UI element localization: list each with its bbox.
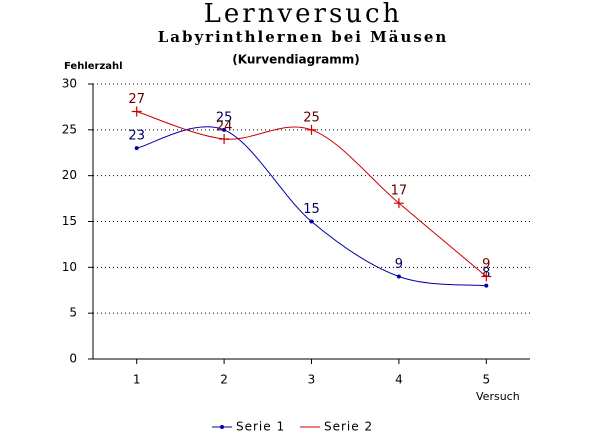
legend-marker bbox=[220, 425, 224, 429]
x-tick-label: 4 bbox=[395, 373, 403, 387]
x-tick-label: 1 bbox=[133, 373, 141, 387]
point bbox=[309, 219, 314, 224]
point bbox=[134, 146, 139, 151]
series-line bbox=[136, 111, 487, 277]
point bbox=[393, 198, 404, 209]
chart-subtitle: Labyrinthlernen bei Mäusen bbox=[158, 28, 449, 46]
point bbox=[484, 283, 489, 288]
y-tick-label: 20 bbox=[62, 168, 77, 182]
y-tick-label: 25 bbox=[62, 122, 77, 136]
data-label: 9 bbox=[482, 257, 490, 272]
x-tick-label: 3 bbox=[308, 373, 316, 387]
data-label: 25 bbox=[303, 110, 320, 125]
y-axis-label: Fehlerzahl bbox=[64, 61, 123, 72]
data-label: 25 bbox=[216, 110, 233, 125]
data-label: 17 bbox=[391, 184, 408, 199]
x-axis-label: Versuch bbox=[476, 390, 520, 403]
point bbox=[306, 124, 317, 135]
legend-label: Serie 2 bbox=[324, 420, 373, 434]
data-label: 9 bbox=[395, 257, 403, 272]
y-tick-label: 15 bbox=[62, 214, 77, 228]
point bbox=[396, 274, 401, 279]
legend-label: Serie 1 bbox=[236, 420, 285, 434]
y-tick-label: 5 bbox=[69, 306, 77, 320]
data-label: 15 bbox=[303, 202, 320, 217]
annotation: (Kurvendiagramm) bbox=[232, 53, 359, 67]
point bbox=[131, 106, 142, 117]
y-tick-label: 0 bbox=[69, 352, 77, 366]
y-tick-label: 30 bbox=[62, 77, 77, 91]
y-tick-label: 10 bbox=[62, 260, 77, 274]
data-label: 27 bbox=[128, 92, 145, 107]
point bbox=[219, 134, 230, 144]
x-tick-label: 5 bbox=[482, 373, 490, 387]
point bbox=[481, 271, 492, 282]
data-label: 23 bbox=[128, 129, 145, 144]
point bbox=[222, 127, 227, 132]
x-tick-label: 2 bbox=[220, 373, 228, 387]
chart-title: Lernversuch bbox=[204, 0, 403, 29]
data-label: 24 bbox=[216, 120, 233, 135]
